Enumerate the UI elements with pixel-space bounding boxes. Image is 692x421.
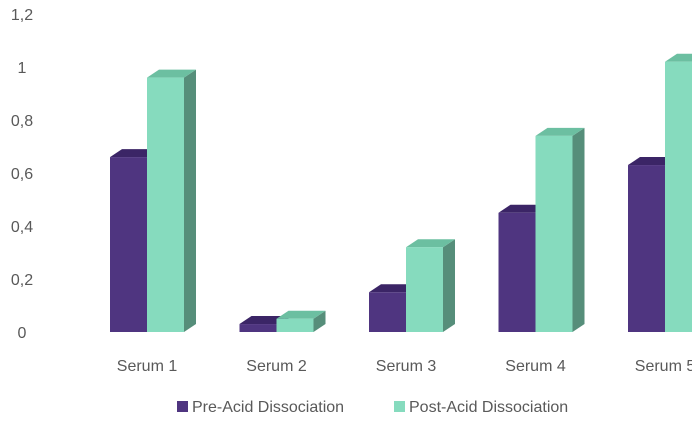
- x-tick-label: Serum 3: [376, 358, 437, 375]
- bar-front: [535, 135, 573, 332]
- y-tick-label: 0,4: [11, 219, 33, 236]
- y-tick-label: 0,8: [11, 113, 33, 130]
- bar-side: [313, 310, 326, 332]
- bar-post-4: [535, 127, 585, 333]
- bar-top: [535, 127, 585, 136]
- y-tick-label: 1: [18, 60, 27, 77]
- bar-side: [572, 127, 585, 333]
- bar-front: [498, 212, 536, 332]
- y-tick-label: 1,2: [11, 7, 33, 24]
- bar-front: [406, 247, 443, 332]
- bar-front: [147, 77, 184, 332]
- bar-top: [665, 53, 692, 62]
- bar-front: [628, 165, 665, 332]
- bars: [110, 53, 692, 333]
- legend: Pre-Acid Dissociation Post-Acid Dissociat…: [177, 399, 568, 416]
- legend-swatch: [177, 401, 188, 412]
- bar-post-3: [406, 239, 455, 332]
- bar-front: [110, 157, 147, 332]
- bar-top: [406, 239, 455, 248]
- y-tick-label: 0: [18, 325, 27, 342]
- y-tick-label: 0,2: [11, 272, 33, 289]
- x-tick-label: Serum 2: [246, 358, 307, 375]
- bar-side: [443, 239, 455, 332]
- bar-front: [369, 292, 406, 332]
- bar-front: [665, 61, 692, 332]
- bar-post-2: [276, 310, 326, 332]
- bar-top: [498, 204, 548, 213]
- bar-front: [239, 324, 277, 332]
- x-tick-label: Serum 4: [505, 358, 566, 375]
- bar-top: [369, 284, 418, 293]
- bar-top: [628, 157, 677, 166]
- legend-label: Pre-Acid Dissociation: [192, 399, 344, 416]
- x-axis: Serum 1 Serum 2 Serum 3 Serum 4 Serum 5: [117, 358, 692, 375]
- y-axis: 0 0,2 0,4 0,6 0,8 1 1,2: [11, 7, 33, 342]
- bar-side: [184, 69, 196, 332]
- bar-front: [276, 318, 314, 332]
- bar-top: [147, 69, 196, 78]
- bar-top: [239, 316, 289, 325]
- legend-item-post: Post-Acid Dissociation: [394, 399, 568, 416]
- bar-post-1: [147, 69, 196, 332]
- x-tick-label: Serum 1: [117, 358, 178, 375]
- y-tick-label: 0,6: [11, 166, 33, 183]
- bar-top: [110, 149, 159, 158]
- x-tick-label: Serum 5: [635, 358, 692, 375]
- bar-post-5: [665, 53, 692, 332]
- legend-item-pre: Pre-Acid Dissociation: [177, 399, 344, 416]
- bar-top: [276, 310, 326, 319]
- legend-label: Post-Acid Dissociation: [409, 399, 568, 416]
- legend-swatch: [394, 401, 405, 412]
